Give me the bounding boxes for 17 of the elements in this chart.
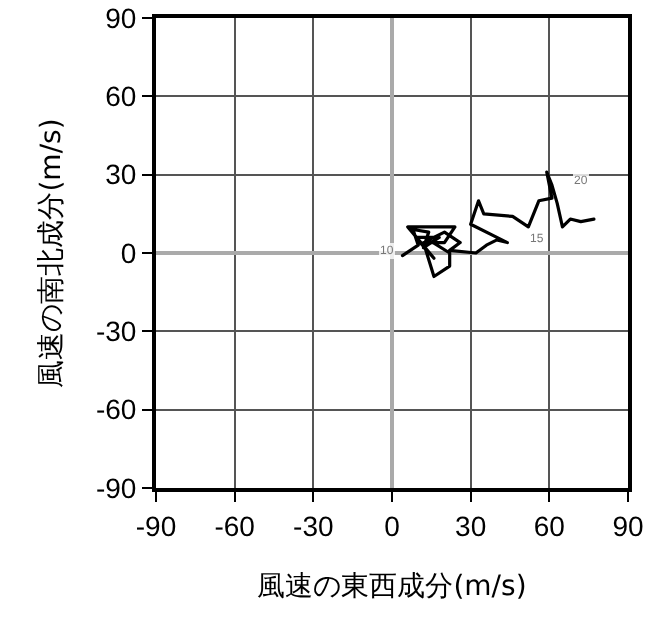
x-tick-label: 0 [384, 509, 401, 542]
y-tick-label: -90 [95, 471, 137, 504]
y-tick-label: 60 [105, 80, 137, 113]
y-tick-label: -30 [95, 315, 137, 348]
line-series [400, 170, 596, 279]
x-tick-label: -60 [214, 509, 256, 542]
y-tick-label: 30 [105, 158, 137, 191]
x-tick-label: 90 [612, 509, 644, 542]
x-tick-label: 60 [533, 509, 566, 542]
x-axis-title: 風速の東西成分(m/s) [257, 571, 527, 604]
x-tick-label: -30 [293, 509, 334, 542]
x-tick-label: -90 [135, 509, 177, 542]
y-tick-label: 0 [120, 236, 137, 269]
y-tick-label: 90 [105, 1, 137, 34]
x-tick-label: 30 [455, 509, 487, 542]
y-axis-title: 風速の南北成分(m/s) [36, 118, 69, 388]
y-tick-label: -60 [95, 393, 137, 426]
